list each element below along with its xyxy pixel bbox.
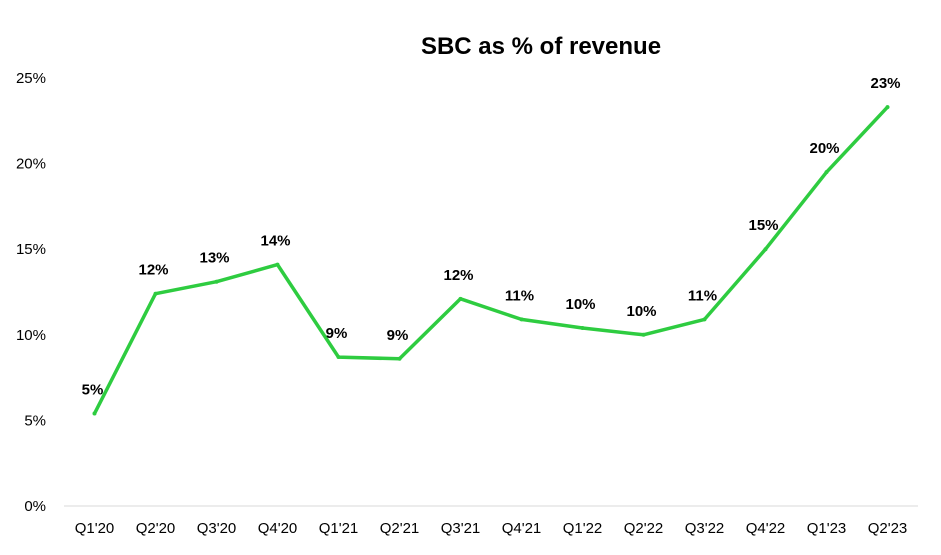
x-tick-label: Q1'20 bbox=[75, 520, 115, 537]
data-point bbox=[92, 411, 97, 416]
data-label: 9% bbox=[387, 327, 409, 344]
y-tick-label: 5% bbox=[24, 412, 46, 429]
x-tick-label: Q2'23 bbox=[868, 520, 908, 537]
x-tick-label: Q2'20 bbox=[136, 520, 176, 537]
data-point bbox=[214, 279, 219, 284]
data-label: 13% bbox=[199, 250, 229, 267]
data-point bbox=[641, 332, 646, 337]
data-label: 9% bbox=[326, 325, 348, 342]
data-point bbox=[275, 262, 280, 267]
x-tick-label: Q4'20 bbox=[258, 520, 298, 537]
x-tick-label: Q1'23 bbox=[807, 520, 847, 537]
y-tick-label: 0% bbox=[24, 498, 46, 515]
y-tick-label: 25% bbox=[16, 70, 46, 87]
x-tick-label: Q2'21 bbox=[380, 520, 420, 537]
data-point bbox=[458, 296, 463, 301]
x-tick-label: Q3'21 bbox=[441, 520, 481, 537]
x-tick-label: Q1'21 bbox=[319, 520, 359, 537]
data-label: 12% bbox=[138, 262, 168, 279]
x-tick-label: Q2'22 bbox=[624, 520, 664, 537]
data-label: 15% bbox=[748, 217, 778, 234]
y-axis: 0% 5% 10% 15% 20% 25% bbox=[16, 70, 46, 515]
series-line bbox=[92, 105, 890, 416]
data-point bbox=[885, 105, 890, 110]
data-label: 12% bbox=[443, 267, 473, 284]
x-tick-label: Q4'22 bbox=[746, 520, 786, 537]
data-point bbox=[397, 356, 402, 361]
data-point bbox=[763, 247, 768, 252]
data-label: 20% bbox=[809, 140, 839, 157]
x-tick-label: Q3'20 bbox=[197, 520, 237, 537]
data-label: 5% bbox=[82, 382, 104, 399]
chart-title: SBC as % of revenue bbox=[421, 33, 661, 60]
data-point bbox=[519, 317, 524, 322]
data-point bbox=[702, 317, 707, 322]
data-labels: 5% 12% 13% 14% 9% 9% 12% 11% 10% 10% 11% 15% 20% 23% bbox=[82, 75, 901, 398]
data-point bbox=[153, 291, 158, 296]
data-point bbox=[580, 325, 585, 330]
data-point bbox=[336, 355, 341, 360]
x-axis: Q1'20 Q2'20 Q3'20 Q4'20 Q1'21 Q2'21 Q3'21 Q4'21… bbox=[75, 520, 908, 537]
x-tick-label: Q3'22 bbox=[685, 520, 725, 537]
y-tick-label: 10% bbox=[16, 327, 46, 344]
data-label: 14% bbox=[260, 233, 290, 250]
y-tick-label: 15% bbox=[16, 241, 46, 258]
x-tick-label: Q1'22 bbox=[563, 520, 603, 537]
data-label: 10% bbox=[565, 296, 595, 313]
data-point bbox=[824, 170, 829, 175]
data-label: 23% bbox=[870, 75, 900, 92]
series-layer bbox=[92, 105, 890, 416]
data-label: 11% bbox=[688, 287, 717, 304]
data-label: 10% bbox=[626, 303, 656, 320]
x-tick-label: Q4'21 bbox=[502, 520, 542, 537]
data-label: 11% bbox=[505, 287, 534, 304]
y-tick-label: 20% bbox=[16, 156, 46, 173]
